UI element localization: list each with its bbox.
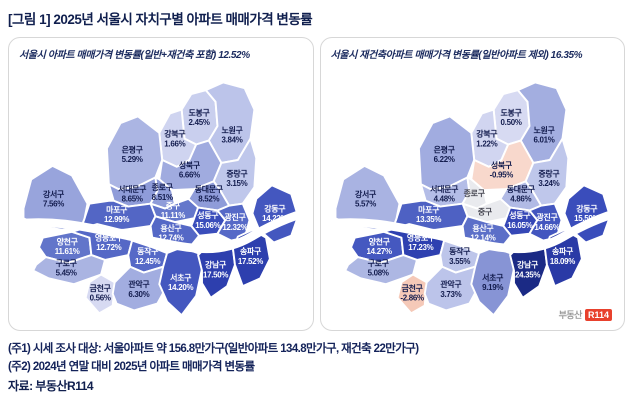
district-label-gwanak: 관악구 3.73% — [440, 279, 462, 299]
district-label-gangbuk: 강북구 1.66% — [164, 129, 186, 149]
district-label-gangdong: 강동구 14.22% — [262, 203, 287, 223]
district-label-songpa: 송파구 17.52% — [238, 246, 263, 266]
district-label-yeongdeungpo: 영등포구 12.72% — [95, 233, 124, 253]
district-label-seocho: 서초구 9.19% — [482, 272, 504, 292]
district-geumcheon — [84, 273, 116, 315]
district-label-seodaemun: 서대문구 4.48% — [430, 184, 459, 204]
district-label-seongbuk: 성북구 -0.95% — [489, 160, 513, 180]
r114-logo-badge: R114 — [584, 308, 612, 321]
district-label-jungnang: 중랑구 3.24% — [538, 169, 560, 189]
source-label: 자료: 부동산R114 — [8, 379, 94, 393]
district-label-nowon: 노원구 6.01% — [533, 125, 555, 145]
district-label-dobong: 도봉구 2.45% — [189, 107, 211, 127]
district-label-gangnam: 강남구 17.50% — [203, 260, 228, 280]
district-label-guro: 구로구 5.08% — [367, 259, 389, 278]
district-label-gangbuk: 강북구 1.22% — [476, 129, 498, 149]
han-river — [9, 207, 313, 254]
district-label-eunpyeong: 은평구 5.29% — [122, 144, 144, 164]
district-label-yongsan: 용산구 12.14% — [470, 223, 495, 243]
r114-logo: 부동산 R114 — [559, 308, 612, 321]
district-label-dongjak: 동작구 12.45% — [135, 246, 160, 266]
footnotes: (주1) 시세 조사 대상: 서울아파트 약 156.8만가구(일반아파트 13… — [8, 340, 625, 376]
district-label-mapo: 마포구 12.99% — [104, 204, 129, 224]
district-label-seongbuk: 성북구 6.66% — [179, 160, 201, 180]
district-label-seongdong: 성동구 15.06% — [195, 210, 220, 230]
district-label-yangcheon: 양천구 14.27% — [366, 236, 391, 256]
han-river — [320, 207, 624, 254]
district-seocho — [469, 246, 515, 317]
district-label-jongno: 종로구 — [463, 189, 485, 198]
district-label-geumcheon: 금천구 -2.86% — [400, 283, 424, 303]
district-label-guro: 구로구 5.45% — [56, 259, 78, 278]
figure-title: [그림 1] 2025년 서울시 자치구별 아파트 매매가격 변동률 — [8, 12, 313, 27]
r114-logo-prefix: 부동산 — [558, 310, 583, 320]
district-label-gangnam: 강남구 24.35% — [514, 260, 539, 280]
panel-left-header: 서울시 아파트 매매가격 변동률(일반+재건축 포함) 12.52% — [19, 50, 250, 61]
panel-reconstruction-apartments: 서울시 재건축아파트 매매가격 변동률(일반아파트 제외) 16.35% 도봉구… — [319, 37, 625, 331]
district-label-songpa: 송파구 18.09% — [549, 246, 574, 266]
district-label-jongno: 종로구 8.51% — [152, 183, 174, 202]
district-label-jung: 중구 11.11% — [161, 202, 186, 221]
district-label-eunpyeong: 은평구 6.22% — [433, 144, 455, 164]
district-label-gangseo: 강서구 5.57% — [355, 189, 377, 209]
district-label-jungnang: 중랑구 3.15% — [226, 169, 248, 189]
district-label-dobong: 도봉구 0.50% — [500, 107, 522, 127]
district-guro — [32, 254, 106, 286]
district-label-dongjak: 동작구 3.55% — [449, 246, 471, 266]
district-label-seocho: 서초구 14.20% — [168, 272, 193, 292]
district-label-gangdong: 강동구 15.59% — [574, 203, 599, 223]
district-label-geumcheon: 금천구 0.56% — [90, 283, 112, 303]
district-seocho — [158, 246, 203, 317]
district-label-dongdaemun: 동대문구 4.86% — [506, 184, 535, 204]
district-label-gangseo: 강서구 7.56% — [43, 189, 65, 209]
district-label-dongdaemun: 동대문구 8.52% — [195, 184, 224, 204]
district-label-yangcheon: 양천구 11.61% — [55, 236, 80, 256]
district-geumcheon — [396, 273, 428, 315]
district-guro — [343, 254, 418, 286]
district-label-gwangjin: 광진구 14.66% — [534, 212, 559, 232]
seoul-choropleth-map-all: 도봉구 2.45%강북구 1.66% 노원구 3.84% 은평구 5.29% 성북구 6.66%… — [9, 81, 313, 317]
district-label-mapo: 마포구 13.35% — [416, 204, 441, 224]
footnote-1: (주1) 시세 조사 대상: 서울아파트 약 156.8만가구(일반아파트 13… — [8, 343, 419, 355]
district-label-nowon: 노원구 3.84% — [222, 125, 244, 145]
panel-right-header: 서울시 재건축아파트 매매가격 변동률(일반아파트 제외) 16.35% — [330, 50, 583, 61]
district-label-seongdong: 성동구 16.05% — [507, 210, 532, 230]
district-label-seodaemun: 서대문구 8.65% — [118, 184, 147, 204]
district-label-jung: 중구 — [477, 207, 492, 216]
seoul-choropleth-map-reconstruction: 도봉구 0.50%강북구 1.22% 노원구 6.01% 은평구 6.22% 성북구 -0.95… — [320, 81, 624, 317]
district-label-gwanak: 관악구 6.30% — [128, 279, 150, 299]
district-label-yeongdeungpo: 영등포구 17.23% — [406, 233, 435, 253]
panel-all-apartments: 서울시 아파트 매매가격 변동률(일반+재건축 포함) 12.52% 도봉구 2.… — [8, 37, 314, 331]
district-label-yongsan: 용산구 12.74% — [158, 223, 183, 243]
footnote-2: (주2) 2024년 연말 대비 2025년 아파트 매매가격 변동률 — [8, 361, 255, 373]
map-panels: 서울시 아파트 매매가격 변동률(일반+재건축 포함) 12.52% 도봉구 2.… — [8, 37, 625, 331]
district-label-gwangjin: 광진구 12.32% — [222, 212, 247, 232]
